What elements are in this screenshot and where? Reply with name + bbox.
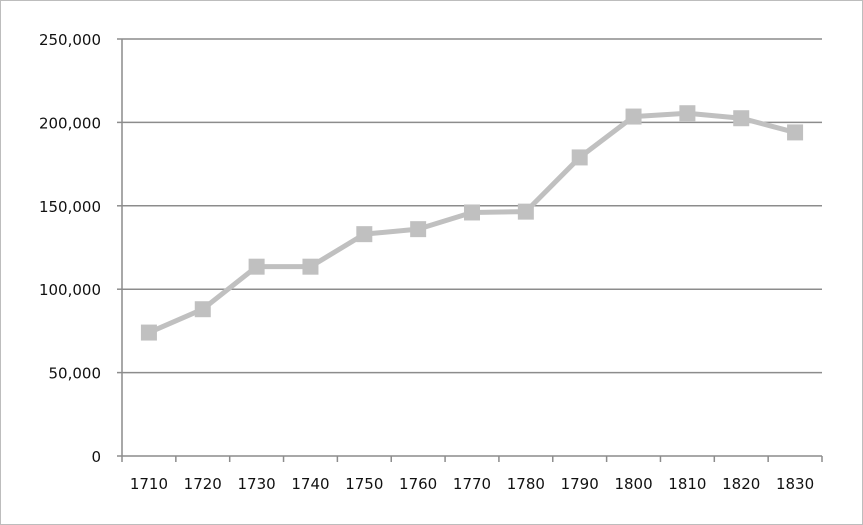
x-tick-label: 1730 — [238, 475, 276, 493]
x-tick-label: 1770 — [453, 475, 491, 493]
y-tick-label: 50,000 — [49, 365, 102, 383]
x-tick-label: 1760 — [399, 475, 437, 493]
x-tick-label: 1810 — [668, 475, 706, 493]
x-tick-label: 1790 — [561, 475, 599, 493]
data-point-marker — [140, 324, 157, 341]
x-tick-label: 1820 — [722, 475, 760, 493]
data-point-marker — [464, 204, 480, 221]
x-tick-label: 1830 — [776, 475, 814, 493]
y-tick-label: 100,000 — [39, 281, 101, 299]
data-point-marker — [571, 149, 588, 166]
data-point-marker — [679, 105, 696, 122]
data-point-marker — [787, 124, 804, 141]
data-point-marker — [625, 108, 642, 125]
data-point-marker — [356, 226, 373, 243]
data-point-marker — [248, 258, 265, 275]
data-point-marker — [410, 221, 427, 238]
x-tick-label: 1800 — [614, 475, 652, 493]
x-tick-label: 1710 — [130, 475, 168, 493]
data-point-marker — [517, 203, 534, 220]
x-tick-label: 1780 — [507, 475, 545, 493]
data-point-marker — [194, 301, 211, 318]
x-tick-label: 1750 — [345, 475, 383, 493]
x-tick-label: 1720 — [184, 475, 222, 493]
y-tick-label: 200,000 — [39, 114, 101, 132]
y-tick-label: 150,000 — [39, 198, 101, 216]
x-tick-label: 1740 — [291, 475, 329, 493]
series-line — [147, 110, 796, 335]
y-tick-label: 250,000 — [39, 31, 101, 49]
y-tick-label: 0 — [91, 448, 101, 466]
data-point-marker — [733, 110, 750, 127]
data-point-marker — [302, 258, 319, 275]
